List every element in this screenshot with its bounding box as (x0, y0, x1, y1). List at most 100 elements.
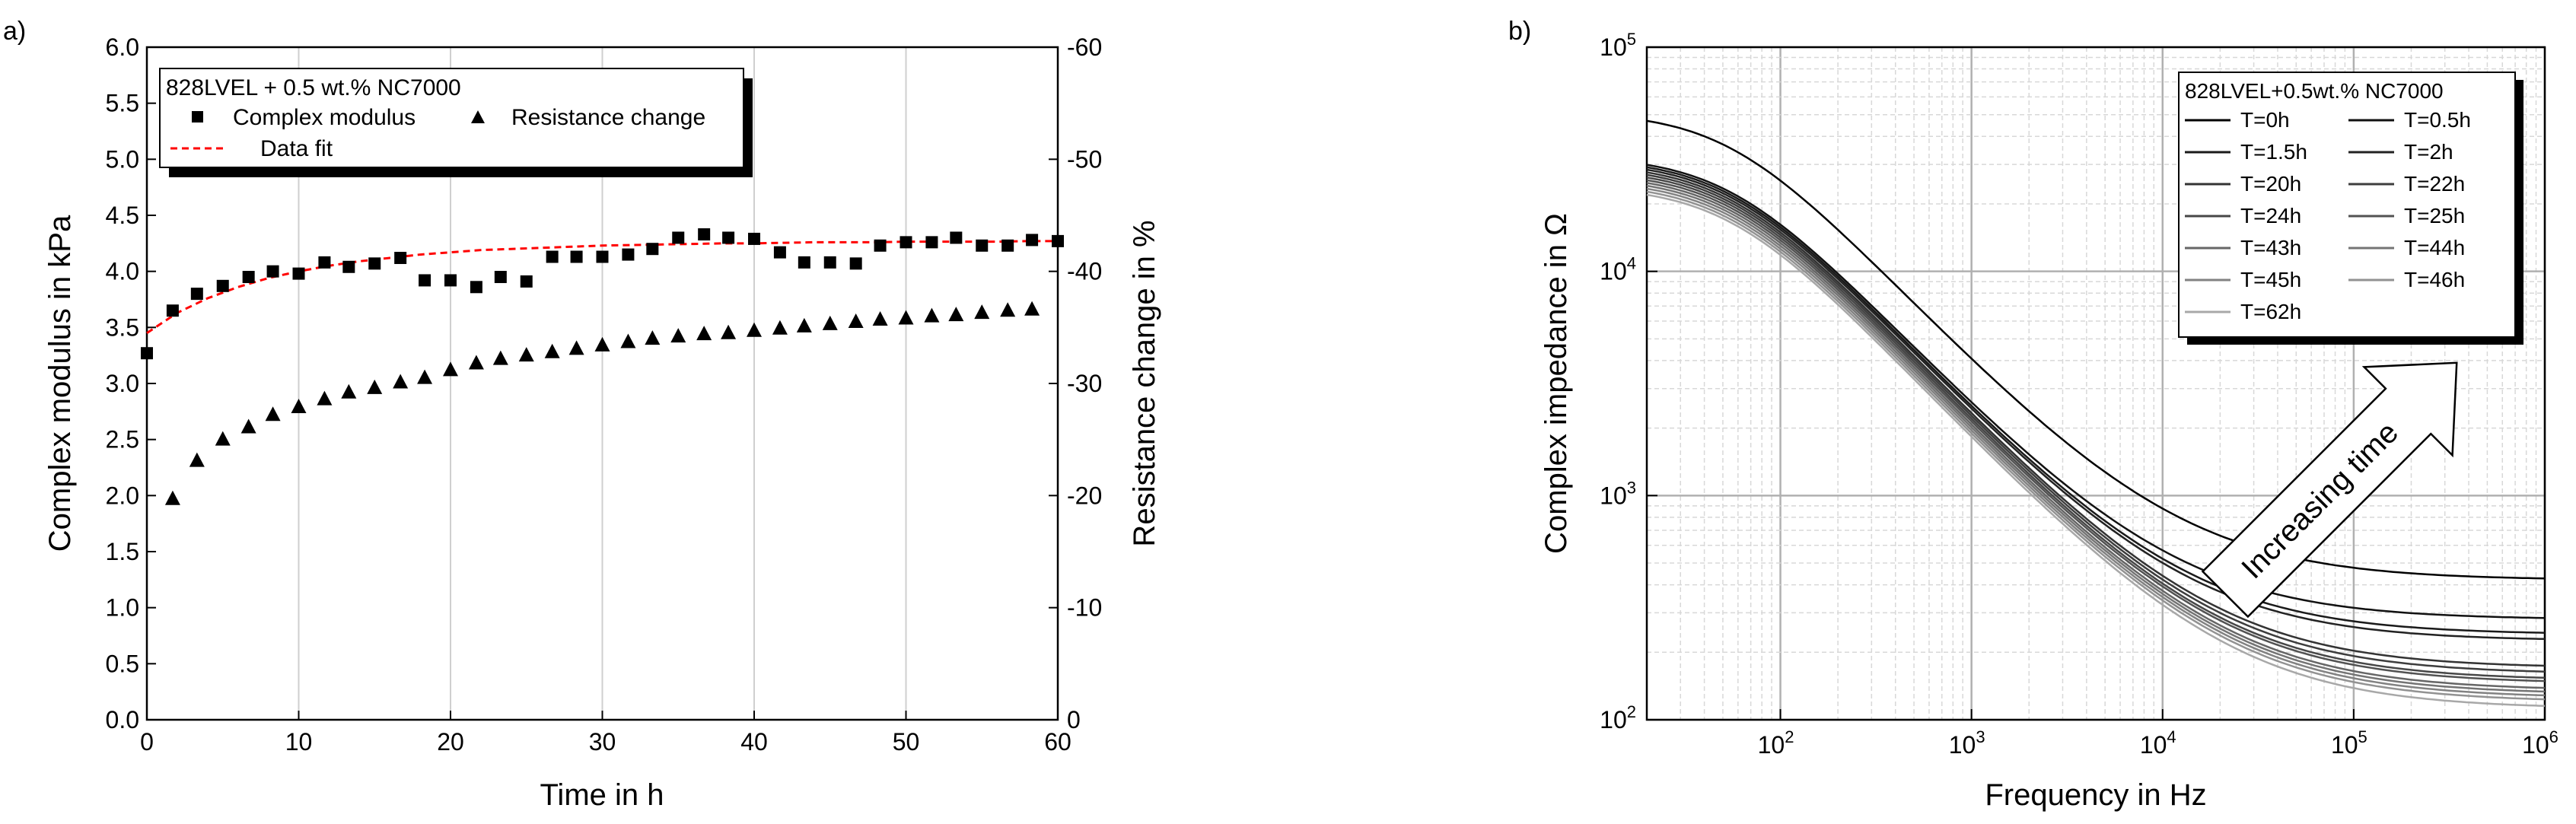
arrow-shape (2201, 361, 2458, 619)
impedance-curve (1646, 173, 2546, 673)
resistance-point (568, 340, 584, 355)
legend-entry-label: T=43h (2240, 236, 2301, 259)
y2-tick-label: -50 (1067, 145, 1102, 173)
impedance-curve (1646, 168, 2546, 641)
legend-entry-label: T=45h (2240, 268, 2301, 291)
y-tick-label: 105 (1600, 30, 1636, 61)
modulus-point (596, 250, 609, 263)
modulus-point (748, 232, 760, 245)
modulus-point (722, 231, 735, 244)
resistance-point (645, 330, 661, 345)
modulus-point (925, 236, 938, 249)
panel-a-legend: 828LVEL + 0.5 wt.% NC7000 Complex modulu… (159, 68, 753, 177)
modulus-point (419, 274, 431, 287)
y-tick-mantissa: 10 (1600, 482, 1627, 509)
resistance-point (1000, 302, 1016, 317)
modulus-point (1052, 234, 1064, 247)
y-tick-label: 4.5 (106, 202, 139, 229)
x-tick-exponent: 2 (1785, 727, 1794, 746)
y-tick-mantissa: 10 (1600, 258, 1627, 285)
y-tick-exponent: 4 (1627, 254, 1636, 273)
panel-b-label: b) (1508, 17, 1531, 46)
y2-tick-label: -60 (1067, 33, 1102, 61)
modulus-point (318, 256, 331, 269)
panel-a-resistance-points (164, 301, 1040, 505)
legend-entry-label: T=25h (2404, 204, 2465, 227)
modulus-point (646, 243, 659, 256)
legend-entry-label: T=46h (2404, 268, 2465, 291)
legend-entry-label: T=0.5h (2404, 108, 2471, 132)
resistance-point (670, 328, 686, 343)
x-tick-label: 104 (2140, 727, 2176, 759)
increasing-time-label: Increasing time (2235, 415, 2405, 585)
modulus-point (773, 246, 786, 259)
modulus-point (950, 231, 963, 244)
resistance-point (393, 374, 409, 389)
y2-tick-label: -10 (1067, 594, 1102, 622)
resistance-point (721, 324, 737, 339)
modulus-point (546, 250, 559, 263)
y-tick-mantissa: 10 (1600, 706, 1627, 733)
x-tick-label: 106 (2522, 727, 2558, 759)
legend-entry-label: T=2h (2404, 140, 2453, 164)
legend-entry-label: T=1.5h (2240, 140, 2307, 164)
resistance-point (341, 383, 357, 399)
panel-a-modulus-points (141, 228, 1064, 360)
x-tick-exponent: 4 (2167, 727, 2176, 746)
resistance-point (164, 490, 180, 505)
modulus-point (494, 271, 507, 284)
resistance-point (544, 343, 560, 358)
y2-tick-label: -40 (1067, 258, 1102, 285)
x-tick-mantissa: 10 (2522, 731, 2549, 759)
impedance-curve (1646, 182, 2546, 689)
legend-resistance-change: Resistance change (511, 105, 705, 130)
resistance-point (1024, 301, 1040, 316)
x-tick-label: 50 (893, 728, 920, 756)
modulus-point (849, 257, 862, 270)
modulus-point (394, 251, 407, 264)
x-tick-label: 10 (285, 728, 313, 756)
resistance-point (240, 418, 256, 434)
x-tick-mantissa: 10 (2331, 731, 2358, 759)
resistance-point (443, 361, 458, 377)
resistance-point (367, 379, 383, 394)
x-tick-label: 60 (1044, 728, 1071, 756)
modulus-point (368, 257, 381, 270)
legend-entry-label: T=24h (2240, 204, 2301, 227)
y-tick-exponent: 5 (1627, 30, 1636, 49)
y-tick-label: 5.0 (106, 145, 139, 173)
panel-b-impedance-curves (1646, 119, 2546, 708)
y-tick-label: 103 (1600, 478, 1636, 509)
x-tick-label: 105 (2331, 727, 2367, 759)
resistance-point (898, 310, 914, 325)
y-tick-exponent: 3 (1627, 478, 1636, 497)
panel-b-legend-box (2178, 72, 2516, 338)
x-tick-label: 102 (1758, 727, 1794, 759)
y-tick-label: 5.5 (106, 90, 139, 117)
y-tick-label: 1.5 (106, 538, 139, 565)
resistance-point (974, 304, 990, 320)
legend-triangle-marker (471, 110, 485, 123)
panel-a-y-axis-label: Complex modulus in kPa (43, 215, 77, 552)
resistance-point (620, 333, 636, 348)
modulus-point (141, 347, 153, 360)
y2-tick-label: -30 (1067, 370, 1102, 397)
resistance-point (848, 313, 864, 328)
resistance-point (747, 322, 762, 337)
panel-a-label: a) (3, 17, 26, 46)
y-tick-mantissa: 10 (1600, 33, 1627, 61)
modulus-point (190, 288, 203, 301)
modulus-point (444, 274, 457, 287)
impedance-curve (1646, 179, 2546, 682)
legend-square-marker (192, 111, 203, 122)
y-tick-label: 3.0 (106, 370, 139, 397)
modulus-point (1026, 234, 1039, 247)
legend-entry-label: T=44h (2404, 236, 2465, 259)
legend-entry-label: T=22h (2404, 172, 2465, 196)
impedance-curve (1646, 187, 2546, 697)
panel-b-x-ticks: 102 103 104 105 106 (1758, 709, 2558, 759)
modulus-point (622, 248, 635, 261)
